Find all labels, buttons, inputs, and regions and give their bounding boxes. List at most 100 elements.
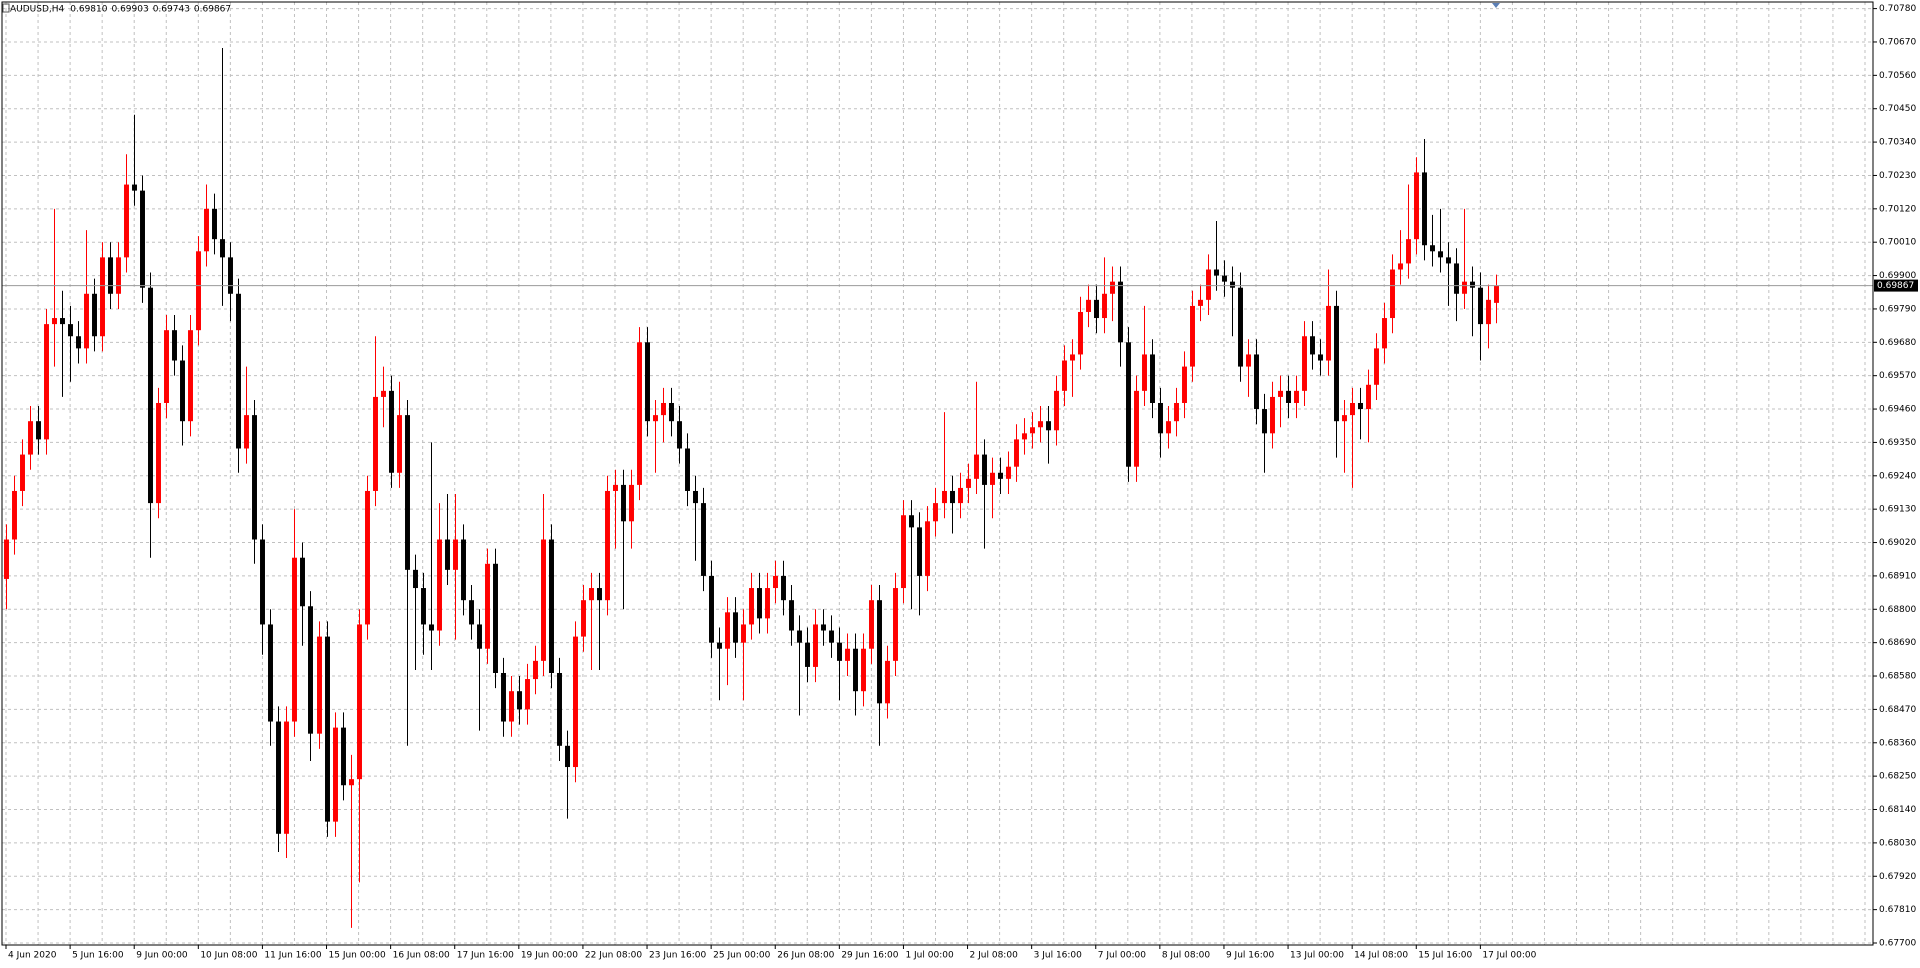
- candle-body: [717, 642, 722, 649]
- candle-body: [373, 396, 378, 491]
- candle-body: [1342, 415, 1347, 422]
- y-tick-label: 0.69790: [1879, 304, 1916, 314]
- candle-body: [92, 293, 97, 337]
- candle-body: [308, 606, 313, 734]
- candle-body: [709, 575, 714, 643]
- y-tick-label: 0.68250: [1879, 772, 1916, 782]
- candle-body: [84, 293, 89, 349]
- candle-body: [421, 588, 426, 625]
- candle-body: [60, 318, 65, 325]
- candle-body: [1198, 299, 1203, 306]
- candle-body: [645, 342, 650, 422]
- x-tick-label: 26 Jun 08:00: [777, 951, 834, 961]
- candle-body: [1326, 305, 1331, 361]
- candle-body: [437, 539, 442, 631]
- candle-body: [597, 588, 602, 601]
- candle-body: [669, 402, 674, 422]
- candle-body: [1206, 269, 1211, 300]
- candle-body: [1142, 354, 1147, 391]
- chart-title: AUDUSD,H4: [10, 5, 65, 15]
- candle-body: [1190, 305, 1195, 367]
- candle-body: [1358, 402, 1363, 410]
- candle-body: [629, 484, 634, 522]
- candle-body: [917, 527, 922, 576]
- candle-body: [1086, 299, 1091, 312]
- candle-body: [1126, 342, 1131, 467]
- candle-body: [325, 636, 330, 822]
- candle-body: [28, 421, 33, 455]
- ohlc-legend-value: 0.69903: [111, 5, 148, 15]
- y-tick-label: 0.68800: [1879, 605, 1916, 615]
- y-tick-label: 0.70340: [1879, 138, 1916, 148]
- candle-body: [397, 415, 402, 473]
- shift-marker: [1492, 3, 1500, 8]
- x-tick-label: 29 Jun 16:00: [841, 951, 898, 961]
- x-tick-label: 3 Jul 16:00: [1034, 951, 1083, 961]
- candle-body: [958, 487, 963, 504]
- candle-body: [950, 490, 955, 504]
- candle-body: [228, 257, 233, 294]
- candle-body: [525, 679, 530, 710]
- y-tick-label: 0.70450: [1879, 104, 1916, 114]
- ohlc-legend-value: 0.69810: [70, 5, 107, 15]
- candle-body: [693, 490, 698, 504]
- candle-body: [757, 588, 762, 619]
- candle-body: [1246, 354, 1251, 367]
- candle-body: [68, 324, 73, 337]
- x-tick-label: 14 Jul 08:00: [1354, 951, 1408, 961]
- candle-body: [276, 721, 281, 834]
- candle-body: [212, 208, 217, 240]
- x-tick-label: 5 Jun 16:00: [72, 951, 124, 961]
- candle-body: [1230, 281, 1235, 288]
- candle-body: [533, 660, 538, 680]
- candle-body: [429, 624, 434, 631]
- candle-body: [797, 630, 802, 643]
- candle-body: [1390, 269, 1395, 319]
- candle-body: [365, 490, 370, 625]
- candle-body: [477, 624, 482, 649]
- candle-body: [1022, 433, 1027, 440]
- x-tick-label: 23 Jun 16:00: [649, 951, 706, 961]
- candle-body: [1446, 257, 1451, 264]
- candle-body: [1078, 311, 1083, 355]
- candle-body: [845, 648, 850, 661]
- candle-body: [445, 539, 450, 570]
- candle-body: [1374, 348, 1379, 385]
- candle-body: [1254, 354, 1259, 410]
- candle-body: [909, 515, 914, 528]
- candle-body: [1286, 390, 1291, 403]
- candle-body: [1398, 263, 1403, 270]
- candle-body: [220, 239, 225, 258]
- candle-body: [509, 691, 514, 722]
- candle-body: [741, 624, 746, 643]
- candle-body: [677, 421, 682, 449]
- y-tick-label: 0.70780: [1879, 4, 1916, 14]
- candle-body: [333, 727, 338, 822]
- candle-body: [1470, 281, 1475, 288]
- candle-body: [1014, 439, 1019, 467]
- candle-body: [877, 600, 882, 704]
- candle-body: [204, 208, 209, 252]
- candle-body: [990, 472, 995, 485]
- candle-body: [1158, 402, 1163, 434]
- candle-body: [621, 484, 626, 522]
- candle-body: [172, 330, 177, 361]
- y-tick-label: 0.69020: [1879, 538, 1916, 548]
- candle-body: [244, 415, 249, 449]
- candle-body: [869, 600, 874, 649]
- candle-body: [901, 515, 906, 589]
- candle-body: [453, 539, 458, 570]
- candle-body: [76, 336, 81, 349]
- candle-body: [284, 721, 289, 834]
- candle-body: [1054, 390, 1059, 431]
- candle-body: [1302, 336, 1307, 391]
- y-tick-label: 0.67810: [1879, 905, 1916, 915]
- candle-body: [1222, 275, 1227, 282]
- y-tick-label: 0.69900: [1879, 271, 1916, 281]
- y-tick-label: 0.69350: [1879, 438, 1916, 448]
- candle-body: [1310, 336, 1315, 355]
- candle-body: [1094, 299, 1099, 319]
- candle-body: [196, 251, 201, 331]
- y-tick-label: 0.68030: [1879, 838, 1916, 848]
